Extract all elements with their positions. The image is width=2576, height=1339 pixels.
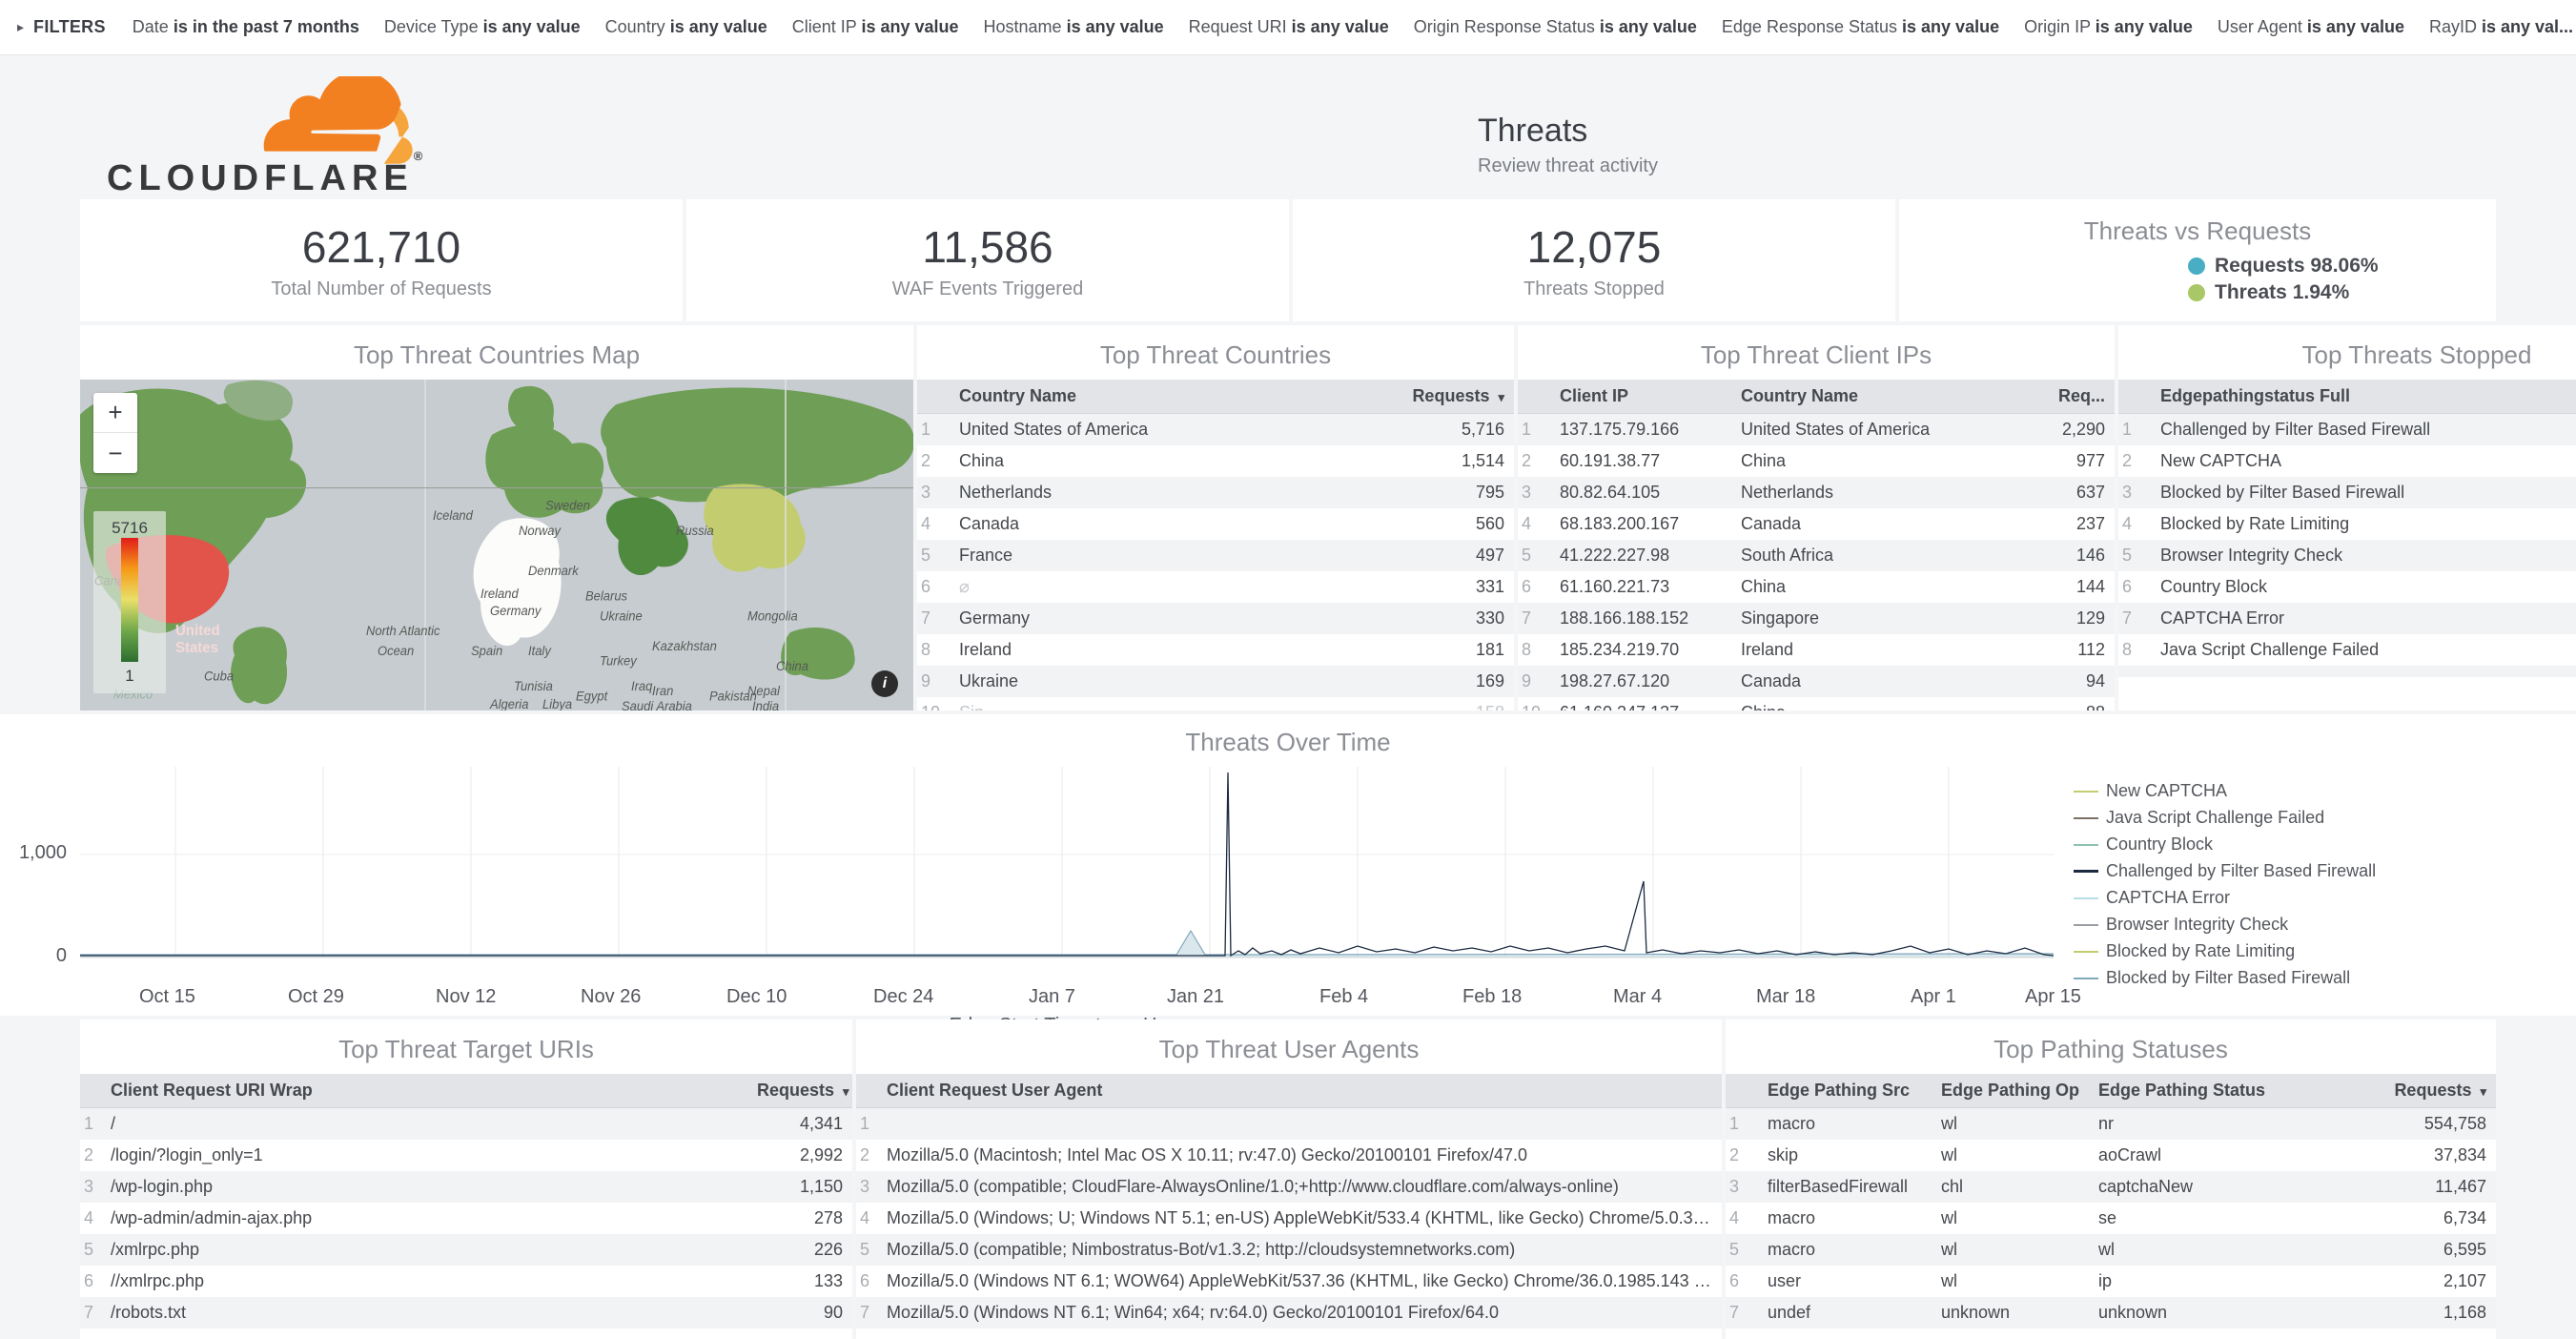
svg-text:Sweden: Sweden: [545, 498, 590, 512]
svg-text:Belarus: Belarus: [585, 588, 627, 603]
svg-text:Iran: Iran: [652, 684, 673, 698]
svg-text:Ocean: Ocean: [378, 644, 414, 658]
svg-text:Turkey: Turkey: [600, 653, 638, 668]
svg-text:Cuba: Cuba: [204, 669, 234, 683]
svg-text:Norway: Norway: [519, 524, 562, 538]
svg-text:United: United: [175, 623, 220, 639]
svg-text:1,000: 1,000: [19, 842, 67, 863]
svg-text:Mongolia: Mongolia: [747, 608, 798, 623]
svg-text:Kazakhstan: Kazakhstan: [652, 639, 717, 653]
svg-text:Saudi Arabia: Saudi Arabia: [622, 699, 692, 711]
svg-text:Italy: Italy: [528, 644, 552, 658]
svg-text:Germany: Germany: [490, 604, 542, 618]
svg-text:Ireland: Ireland: [480, 587, 519, 601]
svg-text:Libya: Libya: [542, 697, 572, 711]
svg-text:India: India: [752, 699, 779, 711]
svg-text:Iceland: Iceland: [433, 508, 473, 523]
svg-text:0: 0: [56, 945, 67, 966]
svg-text:Egypt: Egypt: [576, 689, 608, 703]
svg-text:Ukraine: Ukraine: [600, 608, 643, 623]
svg-text:Russia: Russia: [676, 524, 714, 538]
svg-text:Denmark: Denmark: [528, 564, 580, 578]
svg-text:Nepal: Nepal: [747, 684, 781, 698]
svg-text:Spain: Spain: [471, 644, 502, 658]
svg-text:States: States: [175, 640, 218, 656]
svg-text:Tunisia: Tunisia: [514, 679, 553, 693]
svg-text:Algeria: Algeria: [489, 697, 528, 711]
svg-text:China: China: [776, 659, 808, 673]
svg-text:North Atlantic: North Atlantic: [366, 624, 440, 638]
svg-text:Iraq: Iraq: [631, 679, 653, 693]
